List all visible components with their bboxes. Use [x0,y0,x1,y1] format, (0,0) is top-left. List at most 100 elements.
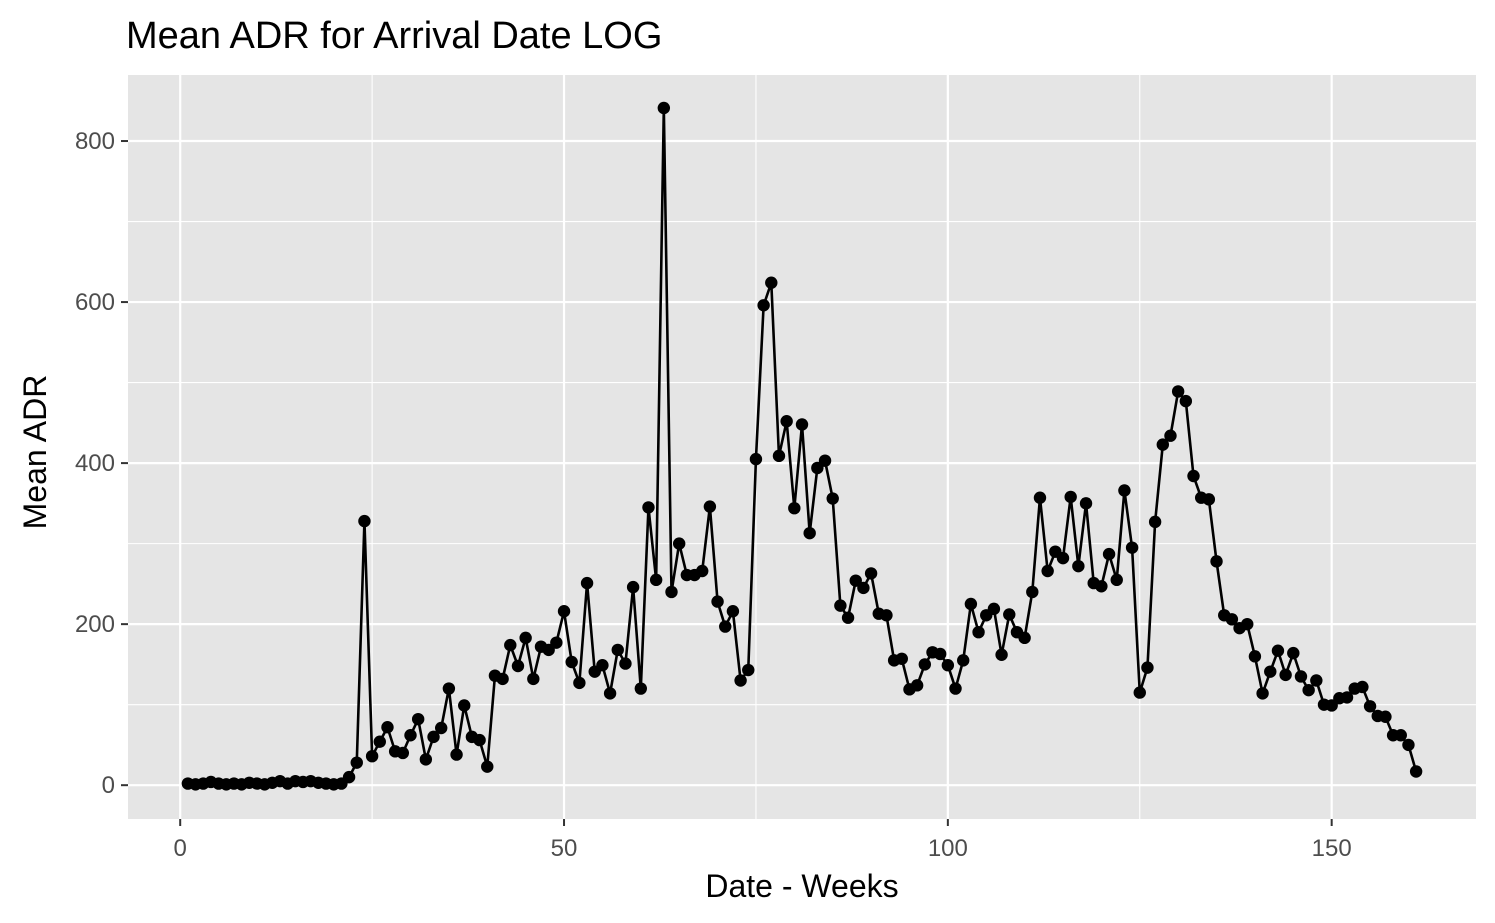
data-point [619,657,632,670]
data-point [765,276,778,289]
data-point [1187,469,1200,483]
data-point [1125,541,1139,554]
data-point [580,576,594,590]
data-point [1156,438,1170,451]
data-point [1056,551,1070,565]
data-point [611,643,624,657]
data-point [995,648,1008,661]
data-point [864,567,878,580]
data-point [987,602,1001,616]
data-point [1302,683,1315,697]
data-point [565,655,578,669]
data-point [1072,559,1085,573]
data-point [1294,670,1308,683]
data-point [1225,613,1239,626]
data-point [803,526,816,540]
data-point [435,721,448,735]
x-tick-label: 150 [1312,835,1352,862]
data-point [557,605,571,618]
data-point [527,672,540,686]
data-point [818,454,832,467]
chart-title: Mean ADR for Arrival Date LOG [126,15,662,57]
data-point [703,500,717,513]
data-point [1210,555,1223,568]
data-point [358,514,371,528]
data-point [1018,631,1031,645]
y-tick-label: 800 [75,128,115,155]
data-point [1079,497,1093,510]
data-point [1409,765,1423,778]
data-point [1179,394,1193,408]
data-point [1402,738,1415,752]
data-point [1394,729,1407,742]
data-point [895,652,908,665]
data-point [634,682,647,695]
y-tick-label: 200 [75,611,115,638]
data-point [880,609,893,622]
data-point [933,647,947,661]
x-axis-label: Date - Weeks [705,868,898,904]
data-point [1202,493,1216,506]
data-point [365,749,379,763]
data-point [373,735,386,748]
data-point [496,672,509,686]
data-point [1241,617,1254,631]
data-point [964,597,978,611]
data-point [780,415,793,428]
minor-gridlines [128,75,1476,819]
data-point [734,674,747,687]
data-point [473,733,486,747]
data-point [1033,491,1047,504]
data-point [350,756,363,769]
y-axis-label: Mean ADR [17,375,53,530]
data-point [511,659,525,673]
data-point [1102,547,1116,561]
data-point [696,564,709,578]
data-point [596,659,609,672]
data-point [342,770,356,784]
y-tick-label: 400 [75,450,115,477]
data-point [857,581,870,595]
y-tick-label: 600 [75,289,115,316]
data-point [1256,687,1269,700]
data-point [742,663,755,677]
data-point [1279,668,1292,682]
data-point [949,682,962,695]
data-point [711,595,724,608]
data-point [519,631,532,645]
data-point [1310,674,1323,687]
data-point [795,418,809,431]
data-point [642,501,655,514]
data-point [1271,644,1285,657]
data-point [1110,573,1123,587]
y-axis: 0 200 400 600 800 [75,128,128,799]
data-point [918,658,932,671]
data-point [841,611,855,624]
data-point [665,585,678,599]
data-point [481,760,494,773]
data-point [726,605,740,618]
data-point [404,729,417,742]
data-point [626,580,640,594]
data-point [603,687,617,700]
x-tick-label: 50 [551,835,578,862]
data-point [381,721,394,734]
data-point [788,501,801,515]
x-tick-label: 100 [928,835,968,862]
data-point [1379,710,1392,723]
data-point [826,492,839,505]
data-point [1041,564,1054,578]
data-point [1148,515,1162,529]
data-point [573,676,586,690]
data-point [442,682,456,695]
x-axis: 0 50 100 150 [174,819,1352,862]
data-point [504,638,517,652]
data-point [1118,484,1131,497]
data-point [1064,490,1077,504]
data-point [772,449,786,463]
data-point [941,659,955,672]
x-tick-label: 0 [174,835,187,862]
data-point [1095,580,1108,593]
data-point [1003,608,1016,621]
